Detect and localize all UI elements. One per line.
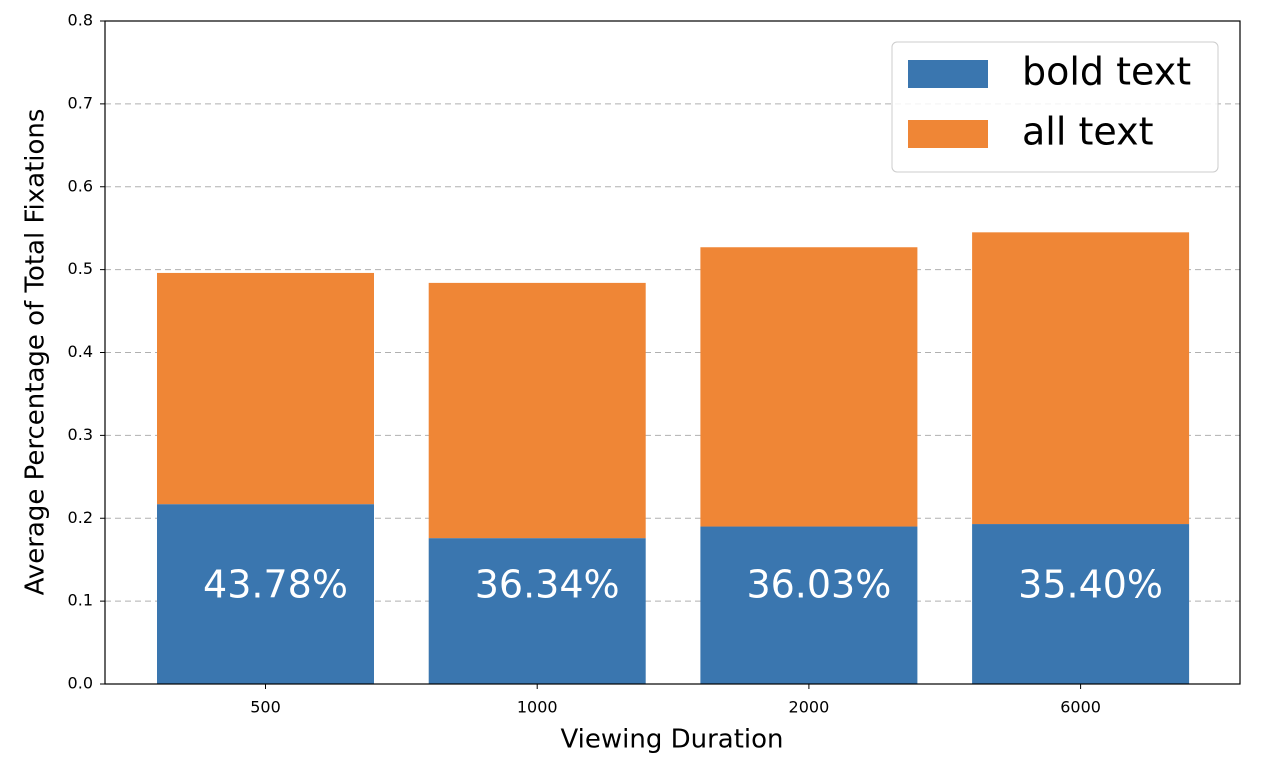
x-axis-label: Viewing Duration [560, 725, 783, 755]
bar-label: 43.78% [203, 563, 348, 607]
y-tick-label: 0.1 [68, 591, 93, 610]
bar-segment [157, 272, 374, 505]
legend-label: bold text [1022, 50, 1191, 94]
x-tick-label: 6000 [1060, 698, 1101, 717]
y-axis-label: Average Percentage of Total Fixations [21, 109, 51, 596]
bar-segment [157, 504, 374, 684]
plot-frame [104, 20, 1241, 685]
bar-segment [428, 538, 646, 684]
y-tick-label: 0.6 [68, 176, 93, 195]
bar-segment [700, 526, 918, 684]
bar-segment [700, 247, 918, 527]
legend-swatch [908, 60, 988, 88]
legend: bold text all text [891, 41, 1219, 173]
bar-label: 35.40% [1018, 563, 1163, 607]
y-tick-label: 0.2 [68, 508, 93, 527]
y-tick-label: 0.5 [68, 259, 93, 278]
y-tick-label: 0.7 [68, 93, 93, 112]
y-tick-label: 0.3 [68, 425, 93, 444]
x-tick-label: 500 [250, 698, 281, 717]
x-tick-label: 1000 [517, 698, 558, 717]
y-tick-label: 0.0 [68, 674, 93, 693]
legend-swatch [908, 120, 988, 148]
bars [157, 232, 1190, 684]
bar-segment [972, 524, 1190, 684]
legend-label: all text [1022, 110, 1153, 154]
x-tick-label: 2000 [789, 698, 830, 717]
bar-label: 36.34% [475, 563, 620, 607]
y-tick-label: 0.8 [68, 11, 93, 30]
bar-segment [972, 232, 1190, 525]
bar-label: 36.03% [746, 563, 891, 607]
y-tick-label: 0.4 [68, 342, 93, 361]
bar-segment [428, 282, 646, 539]
